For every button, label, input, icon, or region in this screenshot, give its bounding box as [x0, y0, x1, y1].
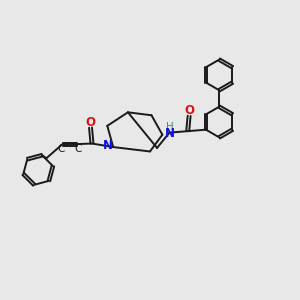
- Text: H: H: [166, 122, 173, 132]
- Text: N: N: [103, 139, 113, 152]
- Text: O: O: [85, 116, 95, 129]
- Text: C: C: [58, 144, 65, 154]
- Text: O: O: [184, 104, 194, 117]
- Text: C: C: [74, 144, 82, 154]
- Text: N: N: [164, 127, 174, 140]
